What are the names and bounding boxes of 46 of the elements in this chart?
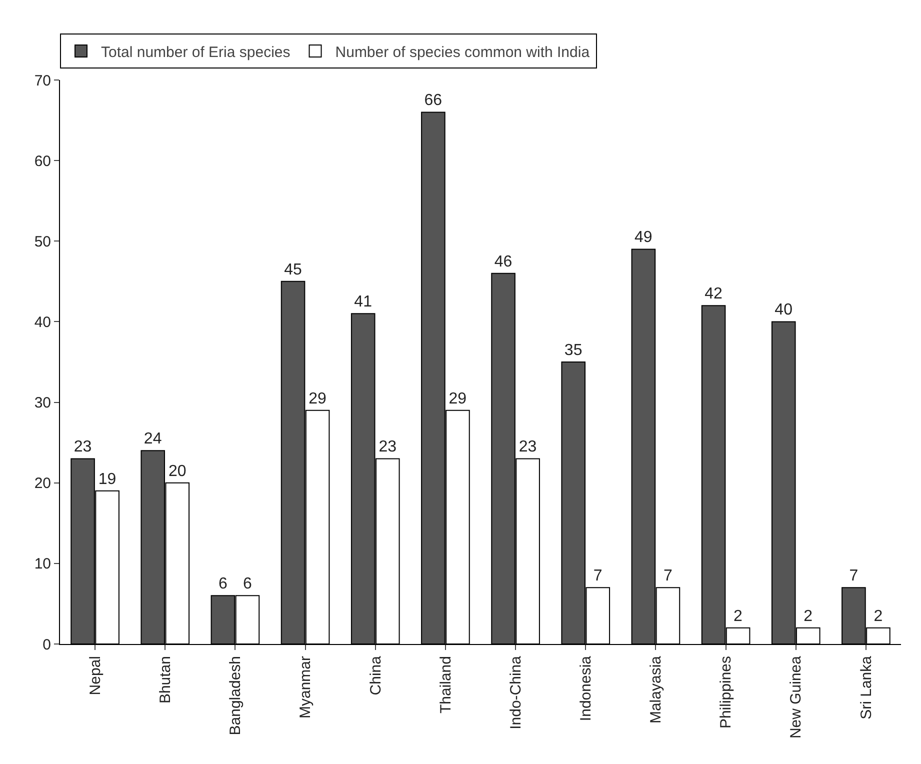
data-label: 35 (564, 342, 582, 359)
data-label: 24 (144, 430, 162, 448)
x-tick-label: Bangladesh (227, 656, 244, 736)
data-label: 45 (284, 261, 302, 278)
data-label: 66 (424, 92, 442, 110)
y-tick-label: 50 (34, 233, 51, 250)
legend-label: Total number of Eria species (101, 44, 290, 61)
x-tick-label: Myanmar (297, 656, 314, 719)
data-label: 2 (804, 608, 813, 625)
x-tick-label: New Guinea (788, 655, 805, 739)
x-tick-label: Malayasia (648, 655, 665, 724)
x-tick-label: Indo-China (507, 655, 524, 730)
data-label: 42 (704, 286, 722, 303)
data-label: 23 (378, 438, 397, 456)
x-tick-label: Bhutan (157, 656, 174, 704)
y-tick-label: 40 (34, 314, 51, 331)
data-label: 29 (448, 390, 467, 408)
data-label: 23 (74, 438, 92, 456)
y-tick-label: 60 (34, 152, 51, 170)
data-label: 2 (734, 608, 743, 625)
data-label: 6 (218, 576, 228, 593)
y-tick-label: 20 (34, 475, 51, 492)
data-label: 29 (308, 390, 327, 408)
x-tick-label: Indonesia (578, 655, 595, 722)
data-label: 41 (354, 294, 372, 311)
x-tick-label: Nepal (86, 656, 104, 696)
data-label: 7 (849, 568, 858, 585)
x-tick-label: Sri Lanka (858, 655, 875, 720)
data-label: 23 (518, 438, 537, 456)
y-tick-label: 10 (34, 556, 51, 573)
data-label: 7 (593, 568, 602, 585)
data-label: 19 (98, 470, 116, 488)
x-tick-label: Thailand (437, 656, 454, 714)
data-label: 6 (242, 576, 252, 593)
data-label: 7 (663, 568, 672, 585)
data-label: 20 (168, 462, 186, 480)
x-tick-label: Philippines (718, 656, 735, 729)
data-label: 49 (634, 229, 652, 246)
data-label: 40 (774, 302, 793, 319)
data-label: 46 (494, 253, 512, 270)
y-tick-label: 30 (34, 394, 51, 412)
legend-label: Number of species common with India (335, 44, 590, 61)
y-tick-label: 0 (42, 636, 51, 654)
y-tick-label: 70 (34, 72, 51, 90)
data-label: 2 (874, 608, 883, 625)
x-tick-label: China (367, 655, 384, 696)
